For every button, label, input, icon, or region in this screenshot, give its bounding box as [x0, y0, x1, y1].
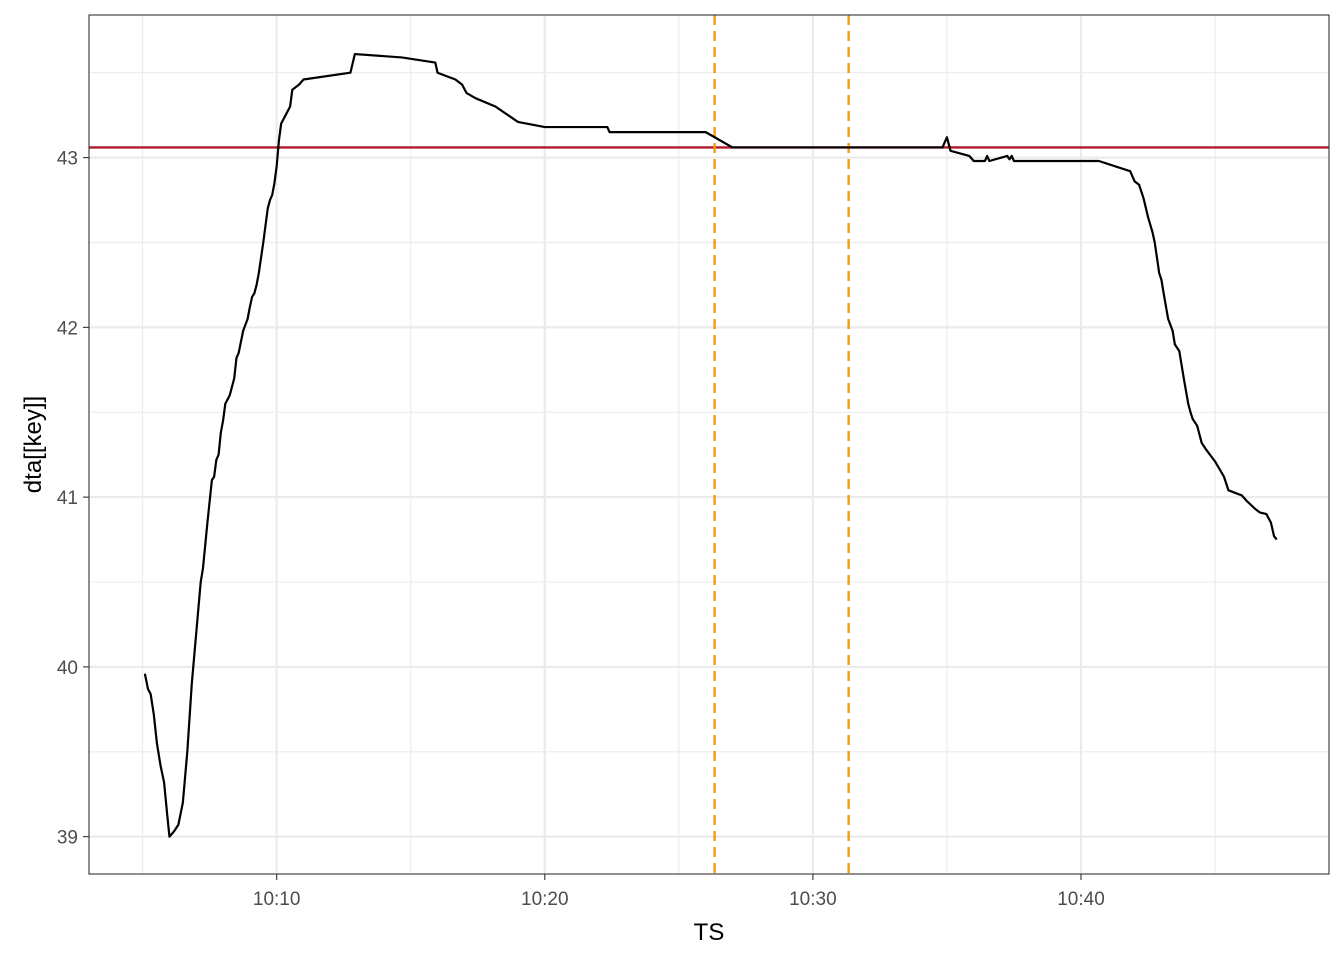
reference-lines [89, 15, 1329, 874]
panel-border [88, 14, 1330, 875]
series-line [143, 52, 1278, 838]
y-tick-label: 40 [57, 658, 78, 679]
x-tick-label: 10:20 [521, 889, 569, 910]
y-tick-label: 39 [57, 828, 78, 849]
x-tick-label: 10:10 [253, 889, 301, 910]
x-tick-label: 10:30 [789, 889, 837, 910]
y-axis-title: dta[[key]] [20, 396, 47, 493]
series-layer [143, 52, 1278, 838]
y-tick-label: 42 [57, 318, 78, 339]
y-tick-label: 41 [57, 488, 78, 509]
x-axis-title: TS [694, 919, 725, 946]
x-tick-label: 10:40 [1057, 889, 1105, 910]
axes: 39 40 41 42 43 10:10 10:20 10:30 10:40 [57, 149, 1105, 910]
y-tick-label: 43 [57, 149, 78, 170]
